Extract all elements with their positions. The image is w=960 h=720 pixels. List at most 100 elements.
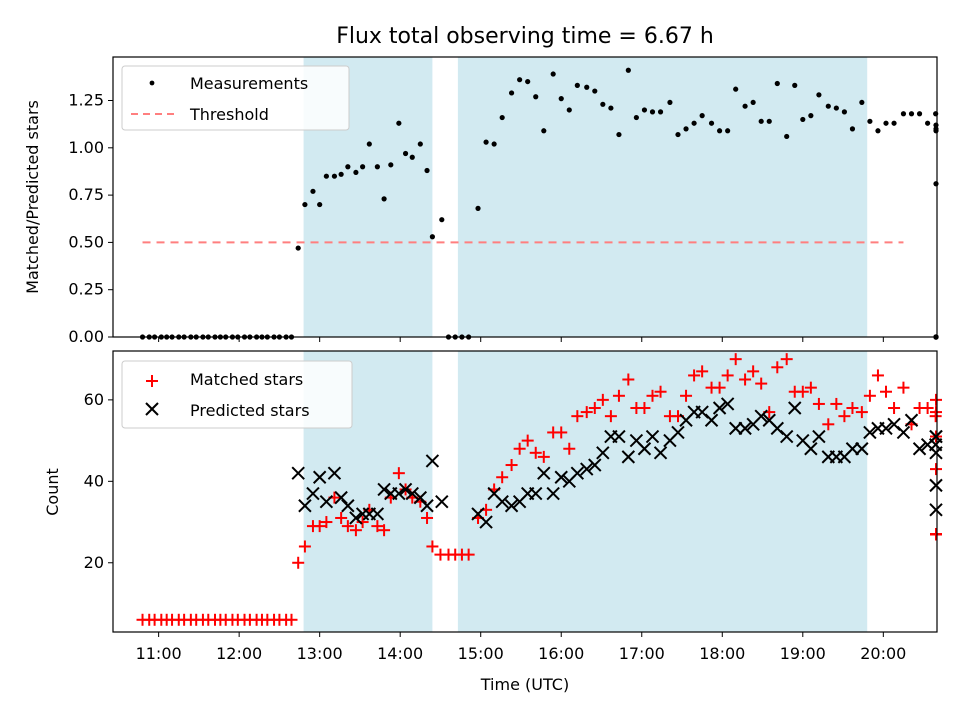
matched-star-marker — [378, 524, 391, 537]
matched-star-marker — [513, 442, 526, 455]
predicted-star-marker — [754, 409, 768, 423]
predicted-star-marker — [929, 429, 943, 444]
predicted-star-marker — [637, 442, 652, 456]
predicted-star-marker — [738, 421, 752, 436]
matched-star-marker — [588, 402, 601, 415]
matched-star-marker — [780, 353, 793, 366]
measurement-point — [331, 173, 338, 179]
measurement-point — [533, 94, 539, 100]
matched-star-marker — [855, 406, 868, 419]
measurement-point — [338, 171, 344, 177]
legend-marker-measurements — [149, 80, 155, 86]
top-y-axis-label: Matched/Predicted stars — [23, 100, 42, 294]
bottom-plot: 20 40 60 11:00 12:00 13:00 14:00 15:00 16:00 17:… — [43, 350, 943, 694]
measurement-point — [525, 78, 531, 85]
measurement-point — [417, 141, 423, 147]
top-shaded-region-2 — [457, 57, 868, 337]
predicted-star-marker — [420, 499, 434, 513]
measurement-point — [725, 128, 731, 134]
predicted-star-marker — [529, 486, 543, 501]
measurement-point — [475, 205, 481, 211]
matched-star-marker — [696, 365, 709, 378]
predicted-star-marker — [879, 421, 893, 436]
legend-marker-matched-stars — [146, 375, 158, 387]
predicted-star-marker — [413, 490, 428, 505]
x-tick-label: 11:00 — [136, 644, 182, 663]
x-tick-label: 20:00 — [860, 644, 906, 663]
matched-star-marker — [426, 540, 439, 553]
predicted-star-marker — [653, 446, 668, 460]
matched-star-marker — [739, 373, 752, 386]
predicted-star-marker — [291, 466, 305, 480]
measurement-point — [317, 201, 323, 208]
bottom-y-tick-label: 20 — [84, 553, 104, 572]
matched-star-marker — [680, 389, 693, 402]
measurement-point — [808, 113, 814, 119]
predicted-star-marker — [580, 462, 594, 476]
measurement-point — [708, 120, 715, 126]
matched-star-marker — [313, 520, 326, 533]
top-y-tick-label: 0.50 — [68, 232, 104, 251]
predicted-star-marker — [327, 466, 342, 480]
measurement-point — [508, 90, 515, 96]
measurement-point — [641, 107, 648, 113]
measurement-point — [825, 103, 831, 109]
predicted-star-marker — [370, 507, 385, 521]
measurement-point — [491, 141, 497, 147]
measurement-point — [409, 154, 415, 160]
matched-star-marker — [529, 446, 542, 459]
matched-star-marker — [371, 520, 384, 533]
measurement-point — [439, 217, 445, 223]
matched-star-marker — [729, 353, 742, 366]
measurement-point — [566, 107, 572, 113]
measurement-point — [900, 111, 907, 117]
matched-star-marker — [888, 402, 901, 415]
measurement-point — [750, 99, 756, 106]
measurement-point — [875, 128, 881, 134]
predicted-star-marker — [341, 499, 355, 513]
measurement-point — [302, 201, 308, 208]
measurement-point — [429, 234, 436, 240]
matched-star-marker — [747, 365, 760, 378]
matched-star-marker — [921, 402, 934, 415]
top-y-tick-label: 0.00 — [68, 327, 104, 346]
matched-star-marker — [596, 393, 609, 406]
measurement-point — [633, 114, 639, 121]
predicted-star-marker — [405, 486, 419, 501]
predicted-star-marker — [855, 442, 869, 456]
measurement-point — [366, 141, 372, 147]
measurement-point — [499, 114, 505, 121]
measurement-point — [758, 118, 764, 124]
predicted-star-marker — [479, 515, 493, 529]
measurement-point — [916, 111, 923, 117]
measurement-point — [374, 164, 380, 170]
x-tick-label: 16:00 — [538, 644, 584, 663]
x-tick-label: 18:00 — [699, 644, 745, 663]
predicted-star-marker — [312, 470, 327, 484]
bottom-legend-box — [121, 360, 353, 429]
measurement-point — [859, 99, 865, 106]
measurement-point — [766, 118, 772, 124]
matched-star-marker — [930, 528, 942, 541]
matched-star-marker — [930, 463, 942, 476]
legend-label-matched-stars: Matched stars — [190, 370, 303, 389]
predicted-star-marker — [334, 490, 348, 505]
measurement-point — [360, 164, 366, 170]
matched-star-marker — [392, 467, 405, 480]
measurement-point — [908, 111, 915, 117]
matched-star-marker — [638, 402, 651, 415]
measurement-point — [792, 82, 798, 88]
matched-star-marker — [537, 450, 550, 463]
matched-star-marker — [285, 613, 298, 626]
measurement-point — [592, 88, 598, 94]
matched-star-marker — [341, 520, 354, 533]
measurement-point — [483, 139, 489, 145]
measurement-point — [699, 113, 705, 119]
bottom-shaded-region-2 — [457, 351, 868, 632]
bottom-plot-frame — [112, 350, 938, 633]
measurement-point — [667, 99, 673, 106]
measurement-point — [353, 169, 359, 176]
x-tick-label: 19:00 — [780, 644, 826, 663]
predicted-star-marker — [704, 413, 719, 427]
matched-star-marker — [871, 369, 884, 382]
